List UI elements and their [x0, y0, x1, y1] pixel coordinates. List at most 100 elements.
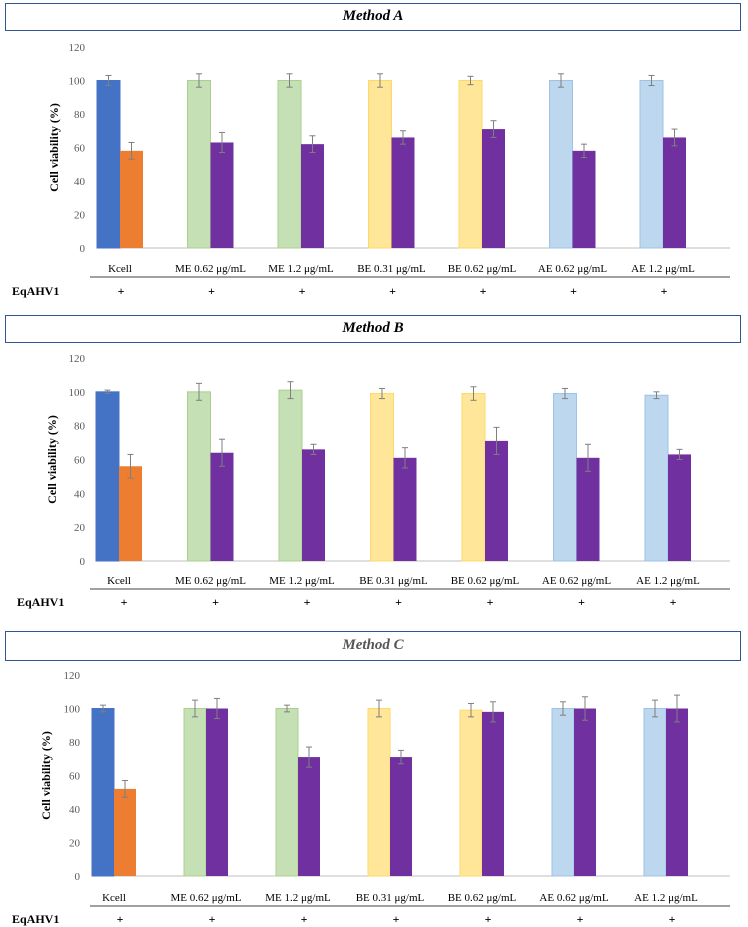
- bar-eqahv1: [210, 142, 234, 248]
- x-category-label: BE 0.31 μg/mL: [359, 575, 428, 587]
- y-tick-label: 0: [80, 556, 86, 568]
- bar-eqahv1: [572, 150, 596, 248]
- eqahv1-plus-marker: +: [670, 595, 677, 609]
- y-tick-label: 20: [74, 522, 86, 534]
- bar-control: [95, 391, 120, 562]
- y-tick-label: 100: [64, 704, 81, 716]
- panel-title-box: Method A: [5, 3, 741, 31]
- bar-eqahv1: [298, 757, 320, 876]
- row-label-eqahv1: EqAHV1: [17, 595, 64, 609]
- bar-control: [549, 80, 573, 249]
- eqahv1-plus-marker: +: [570, 284, 577, 298]
- bar-chart-method-c: 0 20 40 60 80 100 120 Cell viability (%) EqAHV1 K…: [12, 670, 730, 926]
- x-category-label: AE 0.62 μg/mL: [539, 892, 608, 904]
- bar-control: [96, 80, 121, 249]
- x-category-label: BE 0.62 μg/mL: [448, 892, 517, 904]
- eqahv1-plus-marker: +: [121, 595, 128, 609]
- eqahv1-plus-marker: +: [299, 284, 306, 298]
- eqahv1-plus-marker: +: [395, 595, 402, 609]
- y-tick-label: 120: [69, 353, 86, 365]
- x-category-label: AE 1.2 μg/mL: [636, 575, 700, 587]
- y-tick-label: 0: [75, 871, 81, 883]
- eqahv1-plus-marker: +: [209, 912, 216, 926]
- eqahv1-plus-marker: +: [393, 912, 400, 926]
- bar-eqahv1: [391, 137, 415, 248]
- y-axis-title: Cell viability (%): [45, 415, 59, 504]
- bar-control: [277, 80, 302, 249]
- x-category-label: AE 0.62 μg/mL: [538, 263, 607, 275]
- x-category-label: Kcell: [107, 575, 131, 587]
- x-category-label: Kcell: [102, 892, 126, 904]
- bar-eqahv1: [119, 466, 142, 561]
- x-category-label: AE 1.2 μg/mL: [634, 892, 698, 904]
- bar-eqahv1: [393, 457, 417, 561]
- y-tick-label: 60: [74, 455, 86, 467]
- eqahv1-plus-marker: +: [389, 284, 396, 298]
- eqahv1-plus-marker: +: [208, 284, 215, 298]
- x-category-label: ME 1.2 μg/mL: [269, 575, 335, 587]
- bar-control: [551, 708, 575, 877]
- eqahv1-plus-marker: +: [661, 284, 668, 298]
- row-label-eqahv1: EqAHV1: [12, 912, 59, 926]
- chart-title: Method A: [342, 8, 404, 24]
- bar-eqahv1: [301, 144, 324, 248]
- eqahv1-plus-marker: +: [577, 912, 584, 926]
- bar-control: [183, 708, 207, 877]
- bar-control: [370, 393, 394, 562]
- bar-control: [187, 391, 211, 562]
- bar-control: [368, 80, 392, 249]
- y-axis-title: Cell viability (%): [39, 731, 53, 820]
- x-category-label: ME 0.62 μg/mL: [175, 575, 246, 587]
- y-tick-label: 40: [74, 488, 86, 500]
- eqahv1-plus-marker: +: [118, 284, 125, 298]
- bar-eqahv1: [482, 129, 505, 248]
- eqahv1-plus-marker: +: [578, 595, 585, 609]
- bar-control: [639, 80, 664, 249]
- x-category-label: BE 0.31 μg/mL: [357, 263, 426, 275]
- bar-eqahv1: [114, 788, 136, 876]
- bar-control: [187, 80, 211, 249]
- row-label-eqahv1: EqAHV1: [12, 284, 59, 298]
- bar-eqahv1: [390, 757, 412, 876]
- y-tick-label: 20: [74, 210, 86, 222]
- bar-eqahv1: [574, 708, 596, 876]
- eqahv1-plus-marker: +: [304, 595, 311, 609]
- bar-eqahv1: [302, 449, 325, 561]
- eqahv1-plus-marker: +: [487, 595, 494, 609]
- eqahv1-plus-marker: +: [480, 284, 487, 298]
- bar-control: [644, 394, 669, 562]
- y-tick-label: 120: [64, 670, 81, 682]
- y-tick-label: 100: [69, 76, 86, 88]
- y-tick-label: 40: [74, 176, 86, 188]
- bar-control: [459, 709, 483, 877]
- x-category-label: AE 1.2 μg/mL: [631, 263, 695, 275]
- bar-control: [278, 389, 303, 562]
- bar-eqahv1: [666, 708, 688, 876]
- eqahv1-plus-marker: +: [669, 912, 676, 926]
- bar-eqahv1: [206, 708, 228, 876]
- x-category-label: AE 0.62 μg/mL: [542, 575, 611, 587]
- y-tick-label: 120: [69, 42, 86, 54]
- x-category-label: ME 0.62 μg/mL: [175, 263, 246, 275]
- y-tick-label: 80: [74, 109, 86, 121]
- x-category-label: Kcell: [108, 263, 132, 275]
- x-category-label: BE 0.31 μg/mL: [356, 892, 425, 904]
- eqahv1-plus-marker: +: [301, 912, 308, 926]
- y-tick-label: 80: [69, 737, 81, 749]
- bar-control: [458, 80, 483, 249]
- y-tick-label: 40: [69, 804, 81, 816]
- bar-control: [461, 393, 486, 562]
- bar-eqahv1: [576, 457, 600, 561]
- bar-eqahv1: [482, 711, 504, 876]
- eqahv1-plus-marker: +: [117, 912, 124, 926]
- x-category-label: ME 0.62 μg/mL: [171, 892, 242, 904]
- bar-eqahv1: [663, 137, 686, 248]
- panel-method-a: Method A 0 20 40 60 80 100 120 Cell viability (…: [0, 0, 748, 300]
- bar-chart-method-a: 0 20 40 60 80 100 120 Cell viability (%) EqAHV1 K…: [12, 42, 730, 298]
- bar-eqahv1: [210, 452, 234, 561]
- bar-control: [275, 708, 299, 877]
- x-category-label: ME 1.2 μg/mL: [268, 263, 334, 275]
- y-tick-label: 100: [69, 387, 86, 399]
- y-tick-label: 60: [74, 143, 86, 155]
- y-tick-label: 0: [80, 243, 86, 255]
